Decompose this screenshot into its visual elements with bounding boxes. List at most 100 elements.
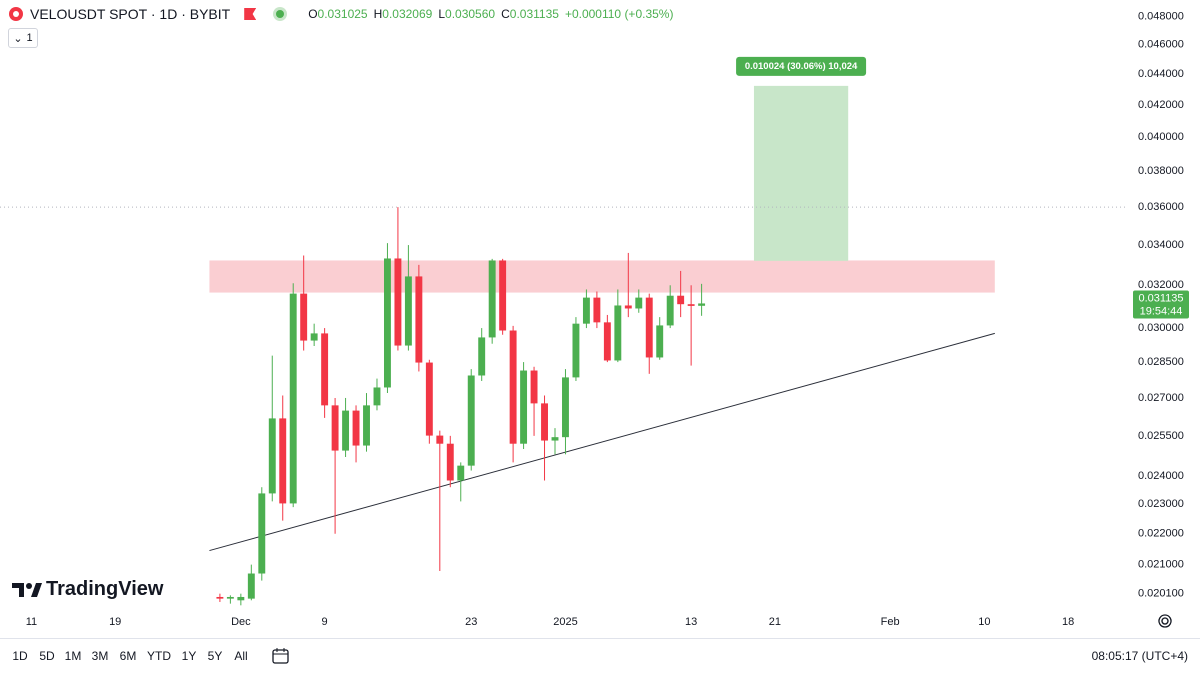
y-tick-label: 0.036000 bbox=[1138, 201, 1184, 213]
legend-key: C bbox=[501, 7, 510, 21]
range-button[interactable]: 1Y bbox=[181, 649, 197, 663]
range-button[interactable]: All bbox=[234, 649, 248, 663]
legend-key: H bbox=[373, 7, 383, 21]
candle-body bbox=[478, 337, 486, 376]
last-price-box bbox=[1133, 290, 1189, 319]
y-tick-label: 0.032000 bbox=[1138, 279, 1184, 291]
candle-body bbox=[624, 305, 632, 309]
candle-body bbox=[541, 403, 548, 441]
candle-body bbox=[247, 573, 255, 599]
measure-box bbox=[753, 85, 849, 261]
candle-body bbox=[404, 276, 412, 346]
x-tick-label: 2025 bbox=[553, 616, 577, 628]
candle-body bbox=[268, 418, 276, 494]
logo-mark bbox=[12, 582, 42, 597]
candle-body bbox=[530, 370, 538, 404]
candle-body bbox=[488, 260, 496, 338]
range-button[interactable]: 5Y bbox=[207, 649, 223, 663]
measure-label-box bbox=[736, 56, 867, 76]
bottom-toolbar: 08:05:17 (UTC+4) 1D 5D 1M 3M 6M YTD 1Y 5Y All bbox=[0, 638, 1200, 675]
x-tick-label: 23 bbox=[465, 616, 477, 628]
range-button[interactable]: 3M bbox=[91, 649, 109, 663]
candle-body bbox=[226, 596, 234, 599]
x-tick-label: Dec bbox=[231, 616, 251, 628]
candle-body bbox=[216, 596, 224, 599]
candle-body bbox=[425, 362, 433, 436]
x-tick-label: 21 bbox=[769, 616, 781, 628]
candle-body bbox=[457, 465, 465, 481]
candle-body bbox=[373, 387, 381, 406]
ohlc-legend: O 0.031025 H 0.032069 L 0.030560 C 0.031135 bbox=[302, 7, 559, 21]
y-tick-label: 0.024000 bbox=[1138, 470, 1184, 482]
candle-body bbox=[562, 377, 569, 438]
date-range-icon[interactable] bbox=[270, 646, 292, 666]
x-tick-label: 10 bbox=[978, 616, 990, 628]
range-button[interactable]: YTD bbox=[147, 649, 171, 663]
resistance-zone bbox=[209, 260, 995, 293]
candle-body bbox=[551, 437, 559, 441]
y-tick-label: 0.030000 bbox=[1138, 322, 1184, 334]
candle-body bbox=[394, 258, 402, 346]
legend-key: O bbox=[308, 7, 318, 21]
flag-icon[interactable] bbox=[244, 8, 257, 20]
candle-body bbox=[656, 325, 664, 358]
y-tick-label: 0.042000 bbox=[1138, 99, 1184, 111]
trendline bbox=[209, 332, 995, 552]
y-tick-label: 0.044000 bbox=[1138, 68, 1184, 80]
candle-body bbox=[300, 293, 308, 341]
y-tick-label: 0.034000 bbox=[1138, 239, 1184, 251]
logo: TradingView bbox=[12, 578, 163, 601]
change: +0.000110 (+0.35%) bbox=[564, 7, 674, 21]
range-button[interactable]: 5D bbox=[39, 649, 55, 663]
status-dot bbox=[276, 10, 285, 18]
candle-body bbox=[582, 297, 590, 324]
range-button[interactable]: 1M bbox=[64, 649, 82, 663]
candle-body bbox=[499, 260, 507, 331]
candle-body bbox=[446, 443, 454, 481]
candle-body bbox=[415, 276, 423, 363]
interval-box[interactable]: ⌄ 1 bbox=[8, 28, 38, 48]
x-tick-label: 11 bbox=[26, 616, 37, 628]
candle-body bbox=[677, 295, 685, 305]
legend-value: 0.031025 bbox=[317, 7, 368, 21]
candle-body bbox=[645, 297, 653, 358]
range-button[interactable]: 1D bbox=[12, 649, 28, 663]
x-tick-label: 19 bbox=[109, 616, 121, 628]
x-tick-label: Feb bbox=[881, 616, 900, 628]
legend-key: L bbox=[438, 7, 446, 21]
candle-body bbox=[614, 305, 622, 361]
candle-body bbox=[258, 493, 266, 574]
candle-body bbox=[383, 258, 391, 388]
candle-body bbox=[467, 375, 475, 466]
y-tick-label: 0.027000 bbox=[1138, 392, 1184, 404]
settings-icon[interactable] bbox=[1158, 614, 1172, 628]
chevron: ⌄ bbox=[13, 32, 23, 45]
y-tick-label: 0.022000 bbox=[1138, 528, 1184, 540]
y-tick-label: 0.023000 bbox=[1138, 498, 1184, 510]
candle-body bbox=[698, 303, 706, 306]
candle-body bbox=[593, 297, 601, 323]
candle-body bbox=[321, 333, 329, 406]
y-tick-label: 0.025500 bbox=[1138, 430, 1184, 442]
interval: 1 bbox=[26, 32, 33, 44]
symbol-icon bbox=[9, 7, 23, 21]
candle-body bbox=[687, 304, 695, 306]
symbol-title[interactable]: VELOUSDT SPOT · 1D · BYBIT bbox=[30, 6, 231, 22]
y-tick-label: 0.020100 bbox=[1138, 588, 1184, 600]
candle-body bbox=[509, 330, 517, 444]
legend-value: 0.031135 bbox=[509, 7, 559, 21]
range-button[interactable]: 6M bbox=[119, 649, 137, 663]
candle-body bbox=[520, 370, 528, 444]
candle-body bbox=[310, 333, 318, 341]
logo-text: TradingView bbox=[46, 578, 164, 600]
header: VELOUSDT SPOT · 1D · BYBIT O 0.031025 H 0.0… bbox=[8, 6, 673, 22]
last-price-label: 0.031135 bbox=[1138, 292, 1183, 304]
candle-body bbox=[635, 297, 643, 309]
candle-body bbox=[603, 322, 611, 361]
candle-body bbox=[331, 405, 339, 451]
legend-value: 0.030560 bbox=[445, 7, 496, 21]
x-tick-label: 13 bbox=[685, 616, 697, 628]
y-tick-label: 0.046000 bbox=[1138, 39, 1184, 51]
measure-label: 0.010024 (30.06%) 10,024 bbox=[745, 61, 858, 72]
